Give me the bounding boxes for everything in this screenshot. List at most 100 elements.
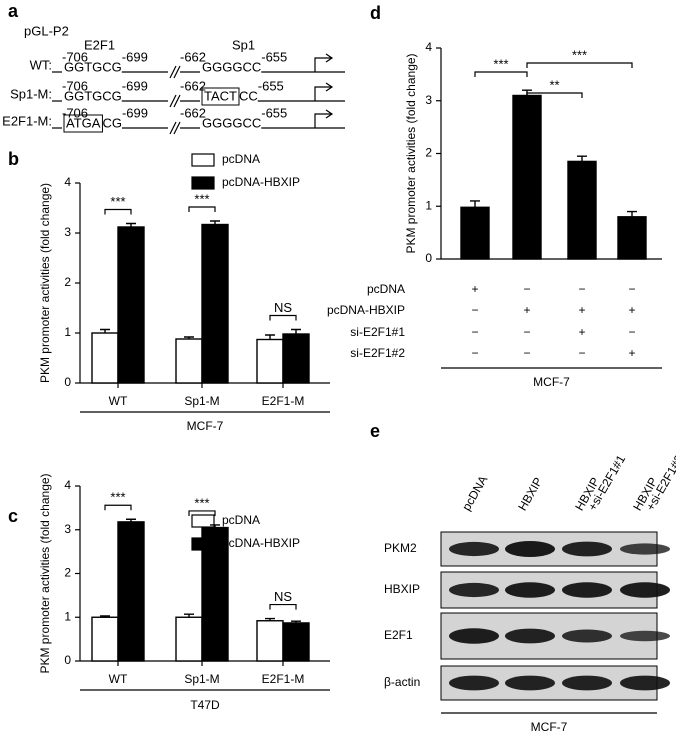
treatment-sign: − — [523, 346, 530, 360]
blot-row-label: β-actin — [384, 675, 420, 689]
treatment-sign: − — [523, 325, 530, 339]
break-mark — [173, 65, 181, 79]
position: -706 — [62, 49, 88, 64]
x-axis-label: MCF-7 — [533, 375, 570, 389]
sequence: CG — [102, 115, 122, 130]
x-axis-label: T47D — [190, 698, 220, 712]
break-mark — [173, 121, 181, 135]
bar — [282, 622, 310, 662]
significance-label: *** — [110, 490, 125, 505]
y-tick-label: 0 — [64, 653, 71, 667]
treatment-sign: + — [471, 282, 478, 296]
treatment-sign: − — [578, 346, 585, 360]
bar — [512, 94, 542, 260]
legend-label: pcDNA-HBXIP — [222, 175, 300, 189]
legend-label: pcDNA — [222, 513, 260, 527]
error-bar — [291, 328, 301, 334]
blot-band — [449, 541, 499, 557]
y-axis-label: PKM promoter activities (fold change) — [38, 473, 52, 673]
mutated-seq: ATGA — [66, 115, 101, 130]
position: -706 — [62, 78, 88, 93]
site-label: Sp1 — [232, 37, 255, 52]
y-tick-label: 4 — [64, 478, 71, 492]
mutation-box — [63, 114, 103, 133]
position: -699 — [122, 49, 148, 64]
position: -655 — [261, 49, 287, 64]
bar — [201, 223, 229, 384]
y-tick-label: 3 — [425, 93, 432, 107]
position: -662 — [180, 78, 206, 93]
treatment-label: si-E2F1#1 — [350, 325, 405, 339]
error-bar — [577, 155, 587, 162]
row-label: WT: — [30, 57, 52, 72]
error-bar — [470, 200, 480, 208]
blot-row-label: HBXIP — [384, 582, 420, 596]
position: -699 — [122, 105, 148, 120]
significance-bracket — [269, 314, 297, 321]
significance-label: *** — [493, 56, 508, 71]
position: -655 — [258, 78, 284, 93]
blot-band — [562, 541, 612, 557]
break-mark — [173, 94, 181, 108]
legend-label: pcDNA — [222, 152, 260, 166]
panel-letter: c — [8, 506, 18, 526]
x-tick-label: Sp1-M — [184, 394, 219, 408]
significance-bracket — [104, 504, 132, 511]
blot-band — [562, 629, 612, 643]
bar — [282, 333, 310, 384]
treatment-sign: + — [523, 303, 530, 317]
bar — [460, 206, 490, 260]
blot-band — [449, 582, 499, 598]
y-tick-label: 1 — [64, 325, 71, 339]
break-mark — [169, 94, 177, 108]
site-label: E2F1 — [84, 37, 115, 52]
treatment-sign: − — [471, 303, 478, 317]
error-bar — [291, 620, 301, 623]
position: -699 — [122, 78, 148, 93]
tss-arrow — [314, 82, 334, 101]
error-bar — [100, 615, 110, 618]
break-mark — [169, 65, 177, 79]
y-axis-label: PKM promoter activities (fold change) — [404, 53, 418, 253]
legend-swatch — [191, 176, 215, 190]
panel-letter: e — [370, 421, 380, 441]
blot-band — [620, 543, 670, 555]
treatment-sign: + — [578, 325, 585, 339]
blot-band — [620, 582, 670, 598]
lane-label: pcDNA — [459, 473, 490, 513]
y-tick-label: 1 — [64, 609, 71, 623]
sequence: GGGGCC — [202, 115, 261, 130]
position: -662 — [180, 105, 206, 120]
error-bar — [184, 613, 194, 618]
sequence: GGTGCG — [64, 59, 122, 74]
tss-arrow — [314, 53, 334, 72]
error-bar — [126, 518, 136, 522]
treatment-label: si-E2F1#2 — [350, 346, 405, 360]
treatment-sign: − — [578, 282, 585, 296]
panel-letter: d — [370, 3, 381, 23]
y-tick-label: 0 — [425, 251, 432, 265]
bar — [175, 338, 203, 384]
position: -655 — [261, 105, 287, 120]
blot-band — [505, 675, 555, 691]
blot-band — [620, 675, 670, 691]
panel-letter: b — [8, 149, 19, 169]
legend-label: pcDNA-HBXIP — [222, 536, 300, 550]
blot-band — [562, 675, 612, 691]
significance-label: *** — [194, 495, 209, 510]
bar — [567, 160, 597, 260]
y-tick-label: 2 — [425, 146, 432, 160]
error-bar — [265, 334, 275, 340]
mutation-box — [201, 87, 240, 106]
significance-bracket — [526, 92, 583, 98]
construct-name: pGL-P2 — [24, 23, 69, 38]
bar — [175, 616, 203, 662]
mutated-seq: TACT — [204, 88, 237, 103]
bar — [117, 226, 145, 384]
y-axis-label: PKM promoter activities (fold change) — [38, 183, 52, 383]
significance-bracket — [104, 208, 132, 215]
x-tick-label: WT — [109, 672, 128, 686]
bar — [117, 521, 145, 662]
bar — [201, 526, 229, 662]
